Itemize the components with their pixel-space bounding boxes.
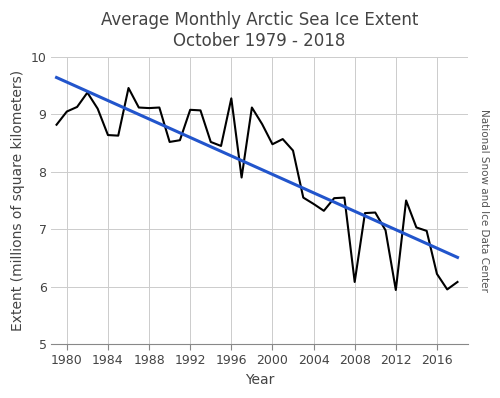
X-axis label: Year: Year [245, 373, 274, 387]
Title: Average Monthly Arctic Sea Ice Extent
October 1979 - 2018: Average Monthly Arctic Sea Ice Extent Oc… [101, 11, 418, 50]
Y-axis label: National Snow and Ice Data Center: National Snow and Ice Data Center [479, 109, 489, 292]
Y-axis label: Extent (millions of square kilometers): Extent (millions of square kilometers) [11, 70, 25, 331]
